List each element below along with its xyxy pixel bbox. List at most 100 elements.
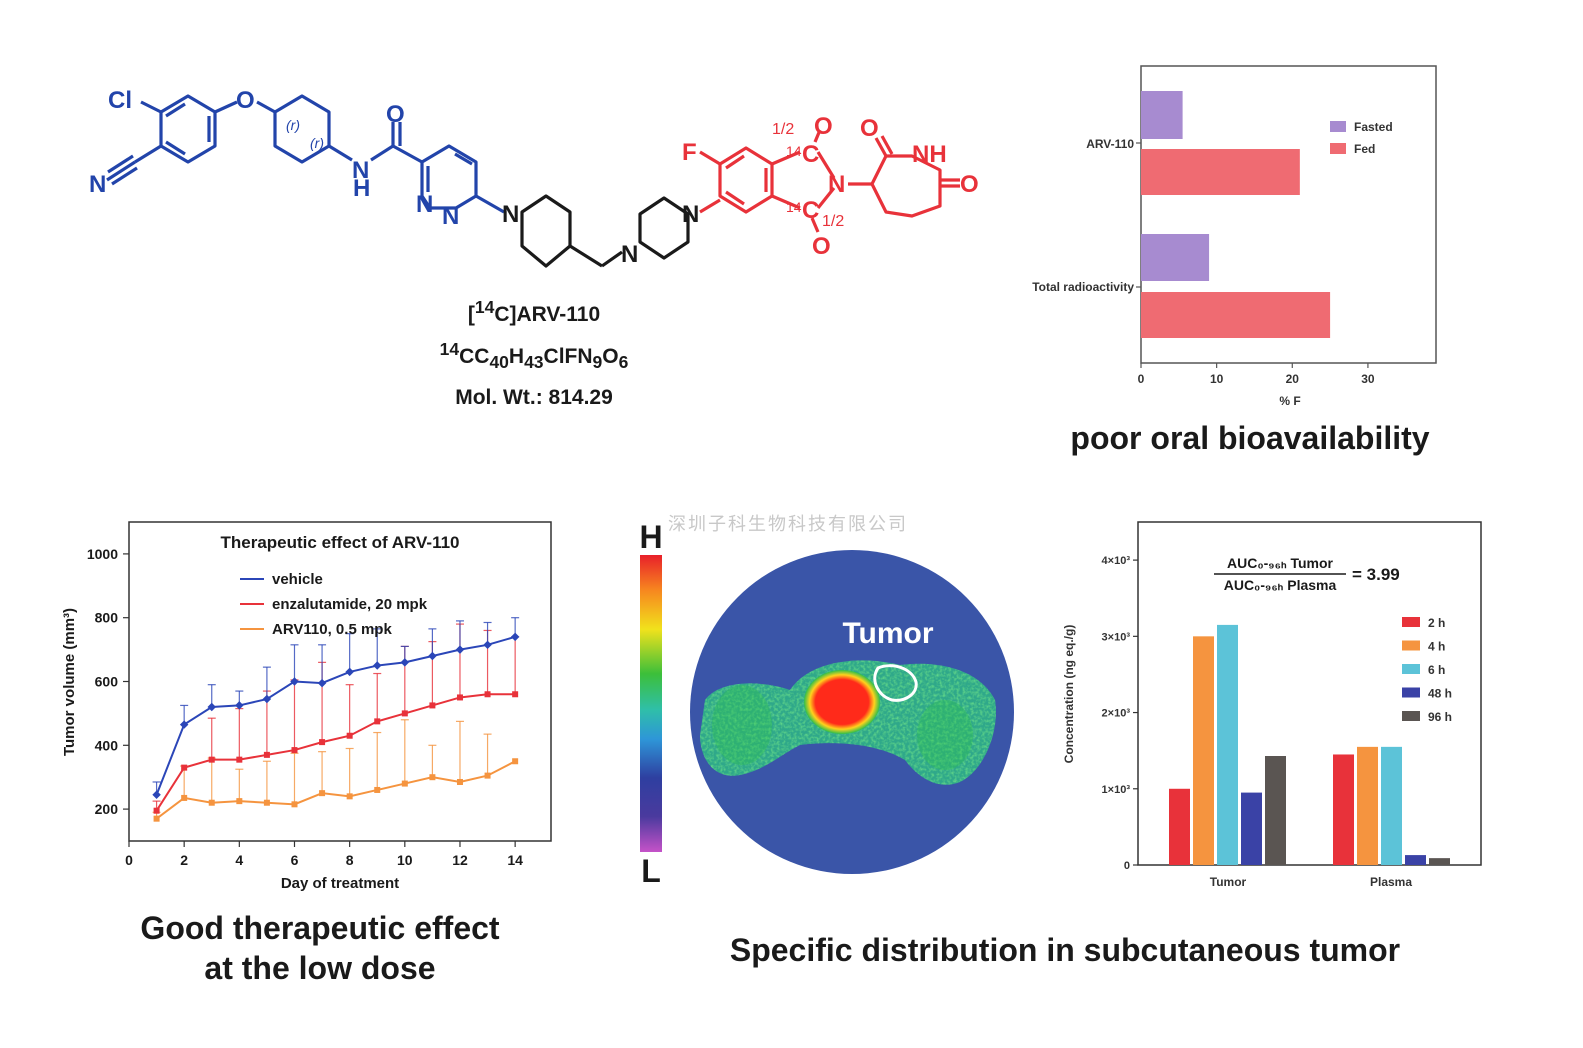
atom-n-piperazine-1: N	[621, 241, 638, 268]
bioavailability-ticks: 0 10 20 30	[1136, 142, 1375, 386]
tv-point	[429, 774, 436, 781]
atom-cl: Cl	[108, 87, 132, 114]
legend-swatch-2h	[1402, 617, 1420, 627]
tv-point	[401, 780, 408, 787]
atom-n-pyridazine-1: N	[416, 191, 433, 218]
bioavailability-axis-labels: ARV-110 Total radioactivity % F	[1032, 137, 1300, 408]
tv-point	[263, 751, 270, 758]
concentration-chart: 0 1×10³ 2×10³ 3×10³ 4×10³ Tumor Plasma Conce…	[1062, 521, 1482, 889]
tv-x-tick-label: 6	[291, 852, 299, 868]
tv-point	[236, 756, 243, 763]
concentration-ticks: 0 1×10³ 2×10³ 3×10³ 4×10³	[1102, 555, 1138, 872]
tv-y-tick-label: 600	[95, 674, 119, 690]
tv-point	[262, 694, 272, 704]
tv-point	[181, 794, 188, 801]
tv-point	[455, 645, 465, 654]
concentration-bars	[1169, 624, 1450, 865]
hot-region	[804, 670, 880, 734]
legend-label-2h: 2 h	[1428, 616, 1445, 630]
tv-point	[236, 798, 243, 805]
molecule-info: [14C]ARV-110 14CC40H43ClFN9O6 Mol. Wt.: …	[400, 290, 668, 415]
tumor-volume-chart: Therapeutic effect of ARV-110 0 2 4 6 8 10 12 1…	[61, 521, 552, 892]
intensity-color-scale	[640, 555, 662, 852]
tv-line-1	[155, 693, 516, 812]
auc-denominator: AUC₀-₉₆ₕ Plasma	[1224, 577, 1337, 593]
bio-bar-fasted-0	[1141, 91, 1183, 139]
conc-y-tick-label: 3×10³	[1102, 631, 1131, 643]
tv-point	[401, 710, 408, 717]
atom-n-pyridazine-2: N	[442, 203, 459, 230]
tv-y-tick-label: 800	[95, 610, 119, 626]
tumor-volume-x-title: Day of treatment	[281, 875, 399, 892]
caption-therapeutic-line1: Good therapeutic effect	[140, 910, 500, 946]
tumor-outline	[873, 664, 918, 702]
legend-label-4h: 4 h	[1428, 640, 1445, 654]
tv-point	[263, 799, 270, 806]
conc-bar-plasma-6h	[1381, 746, 1402, 865]
atom-o-carbonyl: O	[386, 101, 405, 128]
atom-n-imide: N	[828, 171, 845, 198]
tv-point	[374, 718, 381, 725]
tv-point	[346, 793, 353, 800]
tv-point	[456, 694, 463, 701]
bioavailability-bars	[1141, 91, 1331, 338]
auc-ratio-annotation: AUC₀-₉₆ₕ Tumor AUC₀-₉₆ₕ Plasma = 3.99	[1214, 555, 1400, 593]
legend-swatch-6h	[1402, 664, 1420, 674]
tv-point	[512, 758, 519, 765]
scale-label-low: L	[641, 853, 661, 889]
bio-x-tick-label: 0	[1138, 372, 1145, 386]
bioavailability-frame	[1140, 65, 1437, 364]
bioavailability-legend: Fasted Fed	[1330, 120, 1393, 156]
auc-ratio-value: = 3.99	[1352, 565, 1400, 584]
atom-o-glutarimide-right: O	[960, 171, 979, 198]
tv-point	[484, 691, 491, 698]
concentration-y-title: Concentration (ng eq./g)	[1062, 625, 1076, 764]
conc-bar-plasma-4h	[1357, 746, 1378, 865]
concentration-category-labels: Tumor Plasma	[1210, 875, 1413, 889]
scale-label-high: H	[639, 519, 662, 555]
bio-category-label: ARV-110	[1086, 137, 1134, 151]
conc-bar-tumor-96h	[1265, 756, 1286, 865]
atom-o-imide-top: O	[814, 113, 833, 140]
tv-point	[483, 640, 492, 650]
bio-x-axis-title: % F	[1279, 394, 1300, 408]
tv-point	[346, 732, 353, 739]
tissue-left-lobe	[712, 685, 772, 765]
atom-f: F	[682, 139, 697, 166]
atom-n-piperidine: N	[502, 201, 519, 228]
conc-bar-tumor-48h	[1241, 792, 1262, 865]
tv-point	[291, 747, 298, 754]
tumor-label: Tumor	[842, 617, 933, 650]
legend-label-enzalutamide: enzalutamide, 20 mpk	[272, 596, 428, 613]
tv-line-0	[155, 635, 516, 796]
bio-bar-fed-1	[1141, 292, 1331, 338]
legend-swatch-48h	[1402, 687, 1420, 698]
conc-bar-plasma-96h	[1429, 858, 1450, 865]
tv-point	[429, 702, 436, 709]
conc-bar-plasma-48h	[1405, 855, 1426, 865]
atom-nh-glutarimide: NH	[912, 141, 947, 168]
tumor-volume-ticks: 0 2 4 6 8 10 12 14 200 400 600 800 1000	[87, 546, 523, 868]
conc-category-plasma: Plasma	[1370, 875, 1412, 889]
caption-bioavailability: poor oral bioavailability	[1070, 420, 1430, 456]
label-iso-bottom: 14	[786, 199, 802, 215]
molecule-weight: Mol. Wt.: 814.29	[455, 386, 613, 410]
label-frac-bottom: 1/2	[822, 213, 844, 230]
caption-therapeutic-line2: at the low dose	[204, 950, 436, 986]
tv-point	[428, 651, 437, 661]
tv-line-2	[155, 760, 516, 820]
atom-o-glutarimide-top: O	[860, 115, 879, 142]
concentration-legend: 2 h 4 h 6 h 48 h 96 h	[1402, 616, 1452, 724]
atom-c-bottom: C	[802, 197, 819, 224]
bioavailability-chart: ARV-110 Total radioactivity % F 0 10 20 30 …	[1032, 65, 1437, 408]
tv-point	[456, 778, 463, 785]
conc-y-tick-label: 0	[1124, 860, 1130, 872]
tv-x-tick-label: 2	[180, 852, 188, 868]
tv-series-2	[152, 719, 519, 822]
conc-bar-plasma-2h	[1333, 754, 1354, 865]
molecule-formula: 14CC40H43ClFN9O6	[439, 339, 629, 373]
conc-category-tumor: Tumor	[1210, 875, 1247, 889]
tv-y-tick-label: 200	[95, 801, 119, 817]
tv-x-tick-label: 14	[507, 852, 523, 868]
